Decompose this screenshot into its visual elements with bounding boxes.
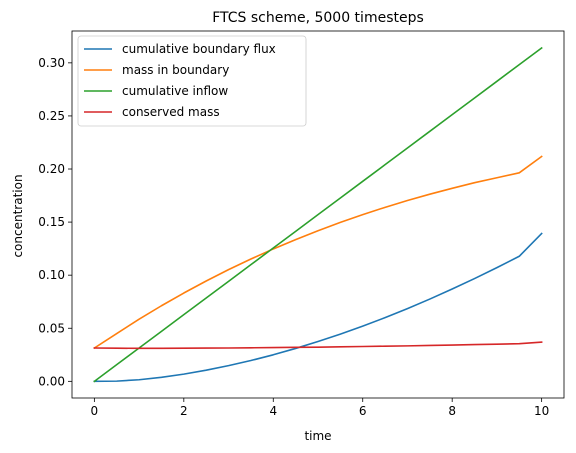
y-axis-title: concentration [11, 174, 25, 257]
x-tick-label: 0 [91, 404, 99, 418]
legend: cumulative boundary flux mass in boundary… [77, 35, 307, 127]
x-tick-label: 10 [534, 404, 549, 418]
legend-box [77, 35, 307, 127]
x-tick-label: 6 [359, 404, 367, 418]
series-line-2 [93, 46, 543, 383]
y-tick-label: 0.30 [38, 56, 65, 70]
legend-label-0: cumulative boundary flux [122, 42, 276, 56]
x-tick-label: 2 [180, 404, 188, 418]
legend-label-2: cumulative inflow [122, 84, 228, 98]
plot-area: 0 2 4 6 8 10 0.00 0.05 0.10 0.15 0.20 0.25 0.30 cumul… [38, 30, 565, 418]
y-tick-label: 0.00 [38, 374, 65, 388]
series-line-0 [93, 232, 543, 383]
y-tick-label: 0.25 [38, 109, 65, 123]
legend-label-3: conserved mass [122, 105, 220, 119]
x-tick-label: 8 [448, 404, 456, 418]
x-tick-label: 4 [269, 404, 277, 418]
legend-label-1: mass in boundary [122, 63, 229, 77]
series-line-3 [93, 341, 543, 350]
x-axis-title: time [304, 429, 331, 443]
axes-frame [71, 30, 565, 399]
series-line-1 [93, 155, 543, 350]
y-tick-label: 0.15 [38, 215, 65, 229]
y-tick-label: 0.10 [38, 268, 65, 282]
y-tick-label: 0.20 [38, 162, 65, 176]
y-tick-label: 0.05 [38, 321, 65, 335]
chart-title: FTCS scheme, 5000 timesteps [212, 10, 424, 26]
